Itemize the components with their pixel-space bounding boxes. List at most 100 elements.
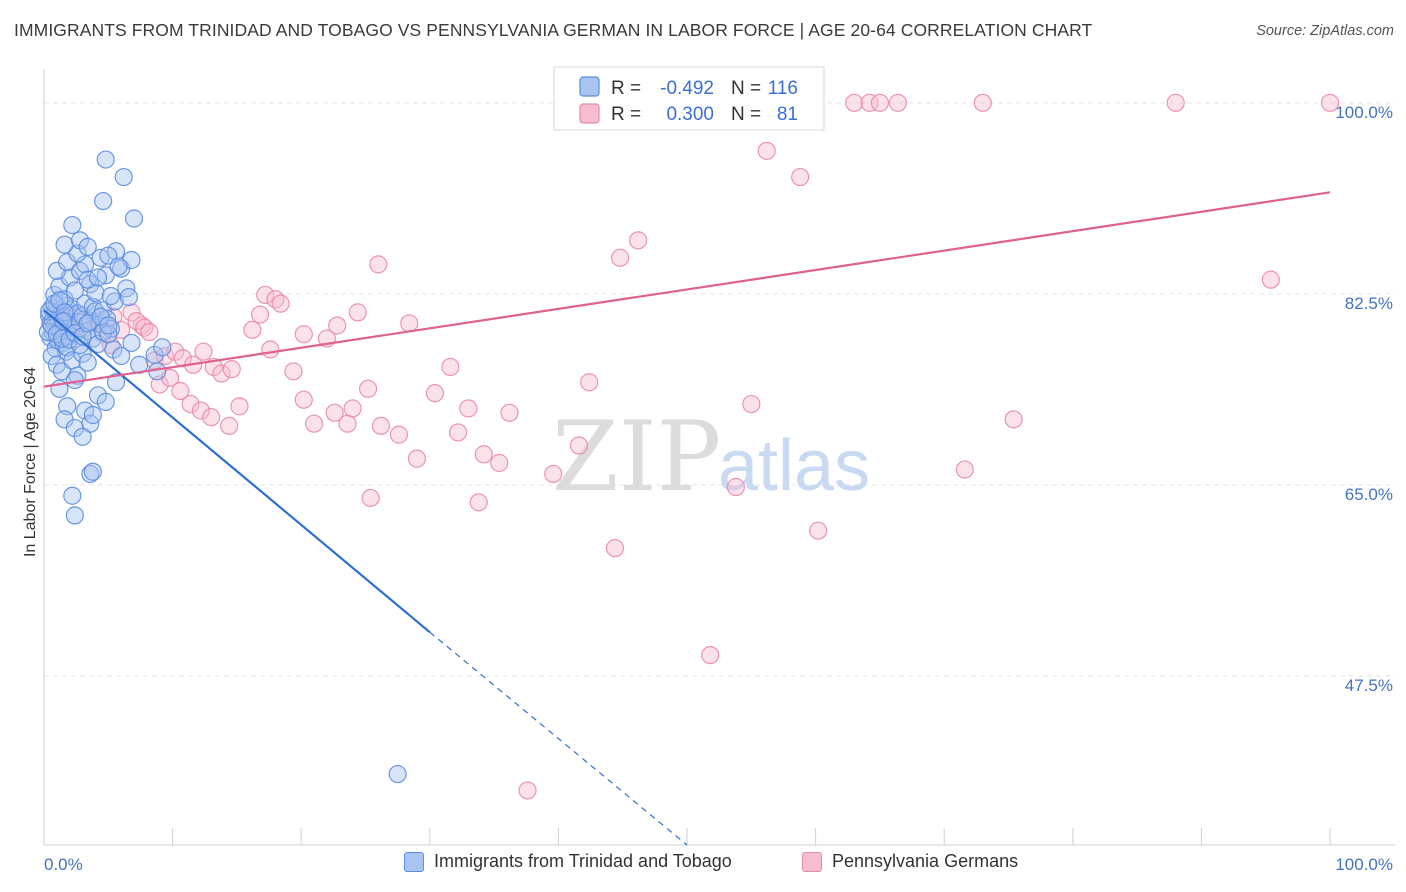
- pink-point: [220, 416, 239, 435]
- blue-point: [63, 215, 82, 235]
- legend-label-pennsylvania: Pennsylvania Germans: [832, 851, 1019, 871]
- pink-point: [171, 381, 190, 401]
- legend-r-label-2: R =: [611, 104, 641, 125]
- pink-point: [140, 322, 159, 342]
- pink-point: [888, 93, 908, 112]
- pink-point: [389, 425, 409, 444]
- pink-point: [343, 399, 362, 418]
- gridlines: [44, 102, 1395, 677]
- x-tick-label-min: 0.0%: [44, 855, 83, 874]
- y-tick-label: 47.5%: [1345, 676, 1393, 695]
- y-tick-label: 82.5%: [1345, 294, 1393, 313]
- pink-point: [448, 423, 468, 442]
- pink-point: [1004, 410, 1023, 429]
- blue-point: [112, 346, 131, 366]
- pink-point: [369, 255, 388, 274]
- pink-point: [256, 285, 275, 305]
- pink-point: [122, 303, 141, 322]
- blue-point: [106, 373, 126, 392]
- pink-point: [400, 314, 419, 333]
- pink-point: [500, 403, 519, 422]
- blue-point: [54, 312, 73, 331]
- blue-point: [50, 291, 69, 310]
- x-tick-label-max: 100.0%: [1335, 855, 1393, 874]
- pink-point: [791, 167, 810, 187]
- blue-point: [114, 167, 133, 187]
- y-tick-labels: 47.5% 65.0% 82.5% 100.0%: [1335, 103, 1393, 695]
- pink-point: [250, 305, 270, 324]
- pink-point: [1261, 270, 1280, 289]
- legend-label-trinidad: Immigrants from Trinidad and Tobago: [434, 851, 732, 871]
- trend-lines: [43, 191, 1331, 846]
- blue-point: [83, 405, 102, 425]
- pink-point: [569, 436, 589, 455]
- pink-point: [870, 93, 890, 112]
- legend-swatch-trinidad: [404, 851, 424, 872]
- pink-point: [518, 781, 537, 800]
- pink-point: [726, 477, 745, 497]
- blue-point: [42, 346, 61, 366]
- pink-point: [474, 445, 493, 464]
- pink-point: [469, 493, 488, 512]
- x-tick-labels: 0.0% 100.0%: [44, 855, 1393, 874]
- legend-r-value-2: 0.300: [666, 104, 714, 125]
- pink-point: [328, 316, 347, 335]
- blue-point: [65, 506, 84, 525]
- pink-point: [490, 453, 509, 473]
- pink-point: [580, 373, 599, 392]
- blue-point: [96, 392, 115, 411]
- legend-item-trinidad: Immigrants from Trinidad and Tobago: [404, 851, 732, 872]
- blue-point: [81, 464, 100, 484]
- axes: [43, 70, 1395, 846]
- blue-point: [109, 257, 128, 276]
- pink-point: [809, 521, 828, 540]
- blue-point: [83, 462, 102, 481]
- pink-point: [544, 464, 563, 484]
- pink-point: [605, 539, 625, 558]
- legend-swatch-pink: [579, 103, 600, 124]
- pink-point: [304, 414, 324, 433]
- pink-point: [361, 488, 380, 508]
- pink-point: [222, 360, 241, 379]
- series-legend: Immigrants from Trinidad and Tobago Penn…: [0, 851, 1406, 879]
- pink-point: [358, 379, 378, 398]
- pink-point: [407, 449, 427, 468]
- pink-point: [181, 394, 200, 414]
- pink-point: [845, 93, 864, 112]
- legend-r-label-1: R =: [611, 78, 641, 99]
- legend-n-value-2: 81: [777, 104, 798, 125]
- pink-point: [191, 401, 210, 420]
- blue-point: [55, 235, 74, 254]
- trend-line-blue-extension: [429, 631, 688, 846]
- legend-swatch-blue: [579, 76, 600, 97]
- blue-point: [388, 764, 407, 784]
- pink-point: [243, 320, 262, 339]
- blue-point: [78, 237, 97, 256]
- chart-title: IMMIGRANTS FROM TRINIDAD AND TOBAGO VS P…: [14, 20, 1093, 40]
- pink-point: [202, 408, 221, 427]
- stats-legend: R = -0.492 N = 116 R = 0.300 N = 81: [553, 66, 825, 131]
- pink-point: [338, 414, 357, 433]
- watermark-atlas: atlas: [718, 426, 870, 506]
- pink-point: [425, 384, 445, 403]
- x-ticks: [43, 828, 1331, 845]
- legend-item-pennsylvania: Pennsylvania Germans: [802, 851, 1018, 872]
- pink-point: [860, 93, 879, 112]
- pink-point: [371, 416, 391, 435]
- pink-point: [271, 294, 290, 313]
- blue-point: [99, 316, 118, 335]
- trend-line-blue: [43, 309, 431, 634]
- watermark: ZIP atlas: [552, 401, 870, 513]
- pink-point: [284, 362, 303, 381]
- blue-point: [88, 268, 108, 287]
- pink-point: [261, 340, 280, 359]
- pink-point: [294, 325, 313, 344]
- blue-point: [73, 427, 92, 446]
- pink-point: [294, 390, 313, 409]
- blue-points: [38, 150, 407, 784]
- pink-point: [973, 93, 992, 112]
- pink-point: [955, 460, 974, 479]
- pink-point: [348, 303, 367, 322]
- y-tick-label: 65.0%: [1345, 485, 1393, 504]
